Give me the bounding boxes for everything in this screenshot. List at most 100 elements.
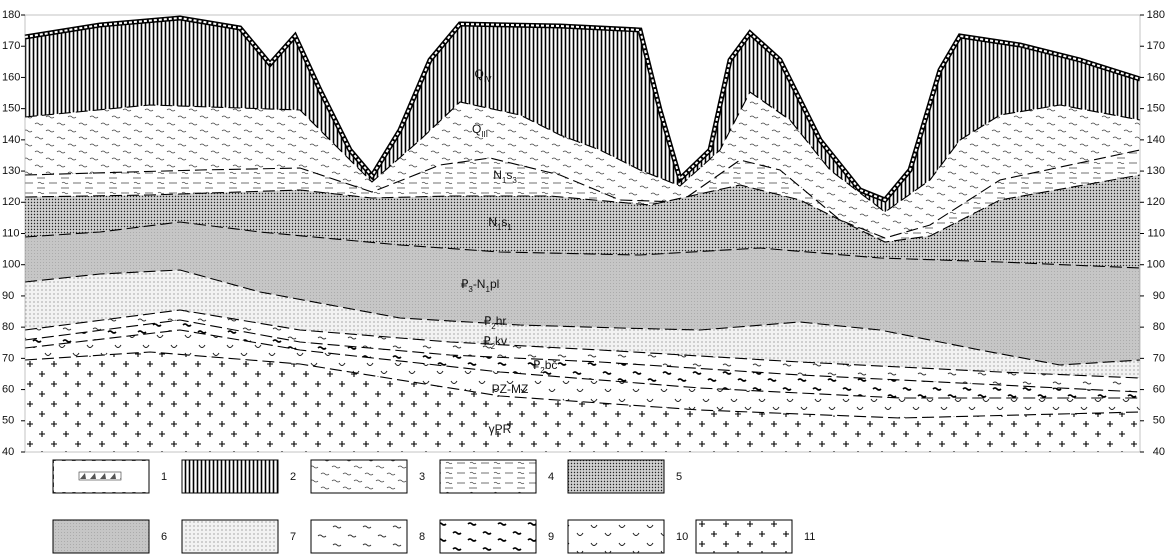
- legend-number: 6: [161, 531, 167, 543]
- y-tick-label: 170: [2, 40, 20, 52]
- label-part: hr: [496, 314, 507, 328]
- y-tick-label: 180: [1147, 9, 1165, 21]
- axes: 40 40 50 50 60 60 70 70 80 80 90 90 100 100 110 110 120 1…: [2, 9, 1165, 458]
- legend-number: 7: [290, 531, 296, 543]
- legend-number: 3: [419, 471, 425, 483]
- unit-label: PZ-MZ: [492, 382, 529, 396]
- y-tick-label: 70: [2, 352, 14, 364]
- y-tick-label: 170: [1147, 40, 1165, 52]
- legend-swatch: [181, 459, 279, 494]
- boundary: [24, 309, 1141, 379]
- layers: [24, 14, 1141, 453]
- label-part: 1: [502, 176, 507, 185]
- unit-label: ₽2bč: [533, 358, 558, 374]
- unit-label: γPR: [489, 422, 512, 436]
- layer: [25, 352, 1140, 452]
- boundary: [24, 91, 1141, 213]
- label-part: 2: [540, 366, 545, 375]
- y-tick-label: 110: [1147, 227, 1165, 239]
- legend-swatch: [310, 459, 408, 494]
- y-tick-label: 80: [2, 321, 14, 333]
- y-tick-label: 160: [2, 71, 20, 83]
- legend-number: 10: [676, 531, 688, 543]
- boundary: [24, 174, 1141, 243]
- boundary: [24, 269, 1141, 366]
- unit-label: ₽2kv: [483, 334, 507, 350]
- surface-hatch: [24, 16, 1141, 202]
- y-tick-label: 40: [1153, 446, 1165, 458]
- y-tick-label: 80: [1153, 321, 1165, 333]
- unit-label: QIII: [472, 122, 488, 138]
- y-tick-label: 50: [1153, 415, 1165, 427]
- legend-swatch: [567, 459, 665, 494]
- legend-swatch-mark: [78, 471, 122, 481]
- y-tick-label: 90: [1153, 290, 1165, 302]
- label-part: 1: [485, 285, 490, 294]
- label-part: bč: [545, 358, 558, 372]
- boundary: [24, 319, 1141, 393]
- legend-number: 11: [804, 531, 815, 543]
- legend: 1 2 3 4 5 6 7 8 9 10 11: [52, 459, 815, 554]
- legend-swatch: [439, 459, 537, 494]
- y-tick-label: 150: [1147, 103, 1165, 115]
- unit-labels: QIVQIIIN1s3N1s1₽3-N1pl₽2hr₽2kv₽2bčPZ-MZγ…: [461, 67, 558, 436]
- y-tick-label: 140: [2, 134, 20, 146]
- y-tick-label: 50: [2, 415, 14, 427]
- y-tick-label: 120: [2, 196, 20, 208]
- boundary: [24, 351, 1141, 419]
- legend-swatch: [695, 519, 793, 554]
- unit-label: ₽2hr: [484, 314, 507, 330]
- label-part: 3: [512, 176, 517, 185]
- label-part: N: [488, 215, 497, 229]
- legend-swatch: [52, 519, 150, 554]
- legend-swatch: [567, 519, 665, 554]
- label-part: 1: [507, 223, 512, 232]
- y-tick-label: 40: [2, 446, 14, 458]
- boundary: [24, 149, 1141, 239]
- legend-number: 2: [290, 471, 296, 483]
- y-tick-label: 100: [1147, 259, 1165, 271]
- label-part: ₽: [484, 314, 492, 328]
- y-tick-label: 130: [1147, 165, 1165, 177]
- legend-number: 1: [161, 471, 167, 483]
- legend-number: 5: [676, 471, 682, 483]
- y-tick-label: 60: [2, 383, 14, 395]
- label-part: ₽: [483, 334, 491, 348]
- label-part: ₽: [461, 277, 469, 291]
- label-part: ₽: [533, 358, 541, 372]
- label-part: kv: [495, 334, 507, 348]
- label-part: -N: [473, 277, 486, 291]
- legend-swatch: [439, 519, 537, 554]
- label-part: 3: [468, 285, 473, 294]
- boundary: [24, 221, 1141, 269]
- label-part: PZ-MZ: [492, 382, 529, 396]
- label-part: Q: [472, 122, 481, 136]
- y-tick-label: 100: [2, 259, 20, 271]
- legend-number: 9: [548, 531, 554, 543]
- legend-swatch: [310, 519, 408, 554]
- boundary: [24, 329, 1140, 399]
- label-part: s: [506, 168, 512, 182]
- label-part: pl: [490, 277, 499, 291]
- label-part: 2: [491, 342, 496, 351]
- label-part: 1: [497, 223, 502, 232]
- y-tick-label: 140: [1147, 134, 1165, 146]
- y-tick-label: 70: [1153, 352, 1165, 364]
- y-tick-label: 180: [2, 9, 20, 21]
- y-tick-label: 110: [2, 227, 20, 239]
- y-tick-label: 130: [2, 165, 20, 177]
- y-tick-label: 160: [1147, 71, 1165, 83]
- label-part: IV: [484, 75, 492, 84]
- label-part: 2: [491, 322, 496, 331]
- label-part: Q: [475, 67, 484, 81]
- label-part: N: [493, 168, 502, 182]
- label-part: s: [501, 215, 507, 229]
- legend-number: 4: [548, 471, 554, 483]
- y-tick-label: 150: [2, 103, 20, 115]
- legend-number: 8: [419, 531, 425, 543]
- unit-label: N1s3: [493, 168, 517, 184]
- y-tick-label: 90: [2, 290, 14, 302]
- unit-label: ₽3-N1pl: [461, 277, 500, 293]
- y-tick-label: 60: [1153, 383, 1165, 395]
